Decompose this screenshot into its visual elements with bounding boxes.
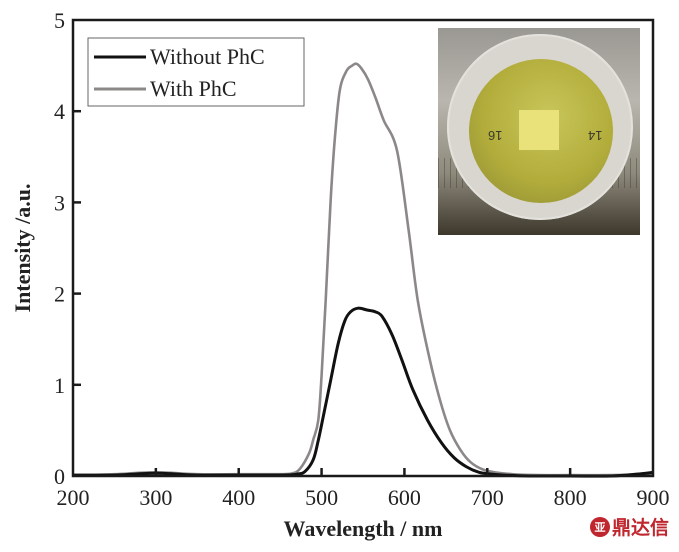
x-tick-label: 200 [57, 485, 90, 510]
x-tick-label: 400 [222, 485, 255, 510]
inset-sample-square [519, 110, 559, 150]
legend-box [87, 37, 305, 107]
y-axis-ticks: 0 1 2 3 4 5 [54, 8, 81, 489]
x-axis-ticks: 200 300 400 500 600 700 800 900 [57, 468, 670, 510]
y-tick-label: 4 [54, 99, 65, 124]
y-tick-label: 5 [54, 8, 65, 33]
x-tick-label: 800 [554, 485, 587, 510]
x-tick-label: 600 [388, 485, 421, 510]
legend-label-without-phc: Without PhC [150, 44, 265, 69]
x-tick-label: 300 [139, 485, 172, 510]
plot-frame [71, 18, 655, 478]
x-axis-title: Wavelength / nm [284, 516, 443, 541]
y-tick-label: 0 [54, 464, 65, 489]
y-tick-label: 2 [54, 282, 65, 307]
x-tick-label: 500 [305, 485, 338, 510]
y-axis-title: Intensity /a.u. [10, 184, 35, 313]
watermark-text: 鼎达信 [611, 517, 669, 539]
x-tick-label: 700 [471, 485, 504, 510]
inset-photo: 16 14 [438, 28, 640, 235]
watermark-logo-icon: 亚 [589, 516, 610, 537]
series-line-without-phc [72, 306, 654, 478]
y-tick-label: 1 [54, 373, 65, 398]
legend-label-with-phc: With PhC [150, 76, 237, 101]
watermark: 亚 鼎达信 [589, 513, 669, 540]
series-line-with-phc [72, 62, 654, 477]
y-tick-label: 3 [54, 190, 65, 215]
inset-ruler-label-16: 16 [488, 128, 503, 143]
x-tick-label: 900 [637, 485, 670, 510]
inset-ruler-label-14: 14 [588, 128, 603, 143]
legend: Without PhC With PhC [87, 37, 305, 107]
